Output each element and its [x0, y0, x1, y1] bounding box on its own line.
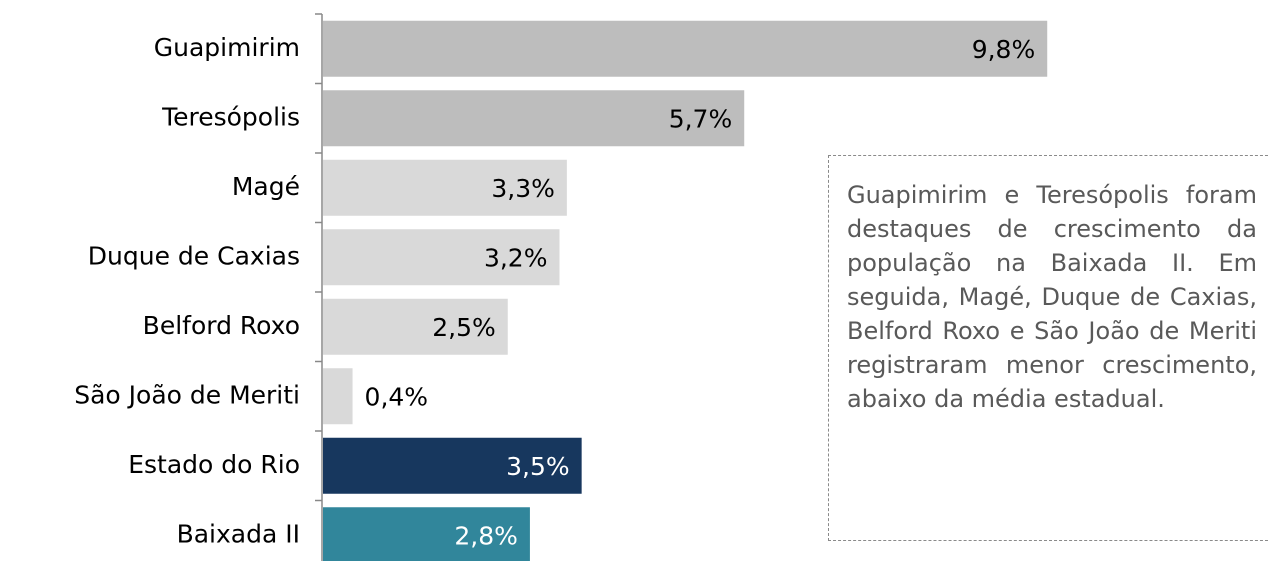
value-label: 3,3% — [491, 174, 555, 203]
category-label: Duque de Caxias — [88, 241, 300, 270]
bar — [323, 437, 582, 494]
category-label: Belford Roxo — [143, 311, 300, 340]
category-label: Guapimirim — [154, 33, 300, 62]
bar — [323, 229, 560, 286]
value-label: 2,5% — [432, 313, 496, 342]
bar — [323, 298, 508, 355]
value-label: 3,2% — [484, 243, 548, 272]
value-label: 0,4% — [365, 382, 429, 411]
value-label: 2,8% — [454, 521, 518, 550]
bar — [323, 507, 530, 561]
category-label: Teresópolis — [161, 102, 300, 131]
category-label: São João de Meriti — [74, 380, 300, 409]
category-label: Magé — [232, 172, 300, 201]
value-label: 9,8% — [972, 35, 1036, 64]
category-label: Baixada II — [177, 519, 300, 548]
bar — [323, 368, 353, 425]
bar — [323, 90, 745, 147]
annotation: Guapimirim e Teresópolis foram destaques… — [828, 155, 1270, 541]
value-label: 3,5% — [506, 452, 570, 481]
category-label: Estado do Rio — [128, 450, 300, 479]
bar — [323, 20, 1048, 77]
bar — [323, 159, 567, 216]
value-label: 5,7% — [669, 104, 733, 133]
